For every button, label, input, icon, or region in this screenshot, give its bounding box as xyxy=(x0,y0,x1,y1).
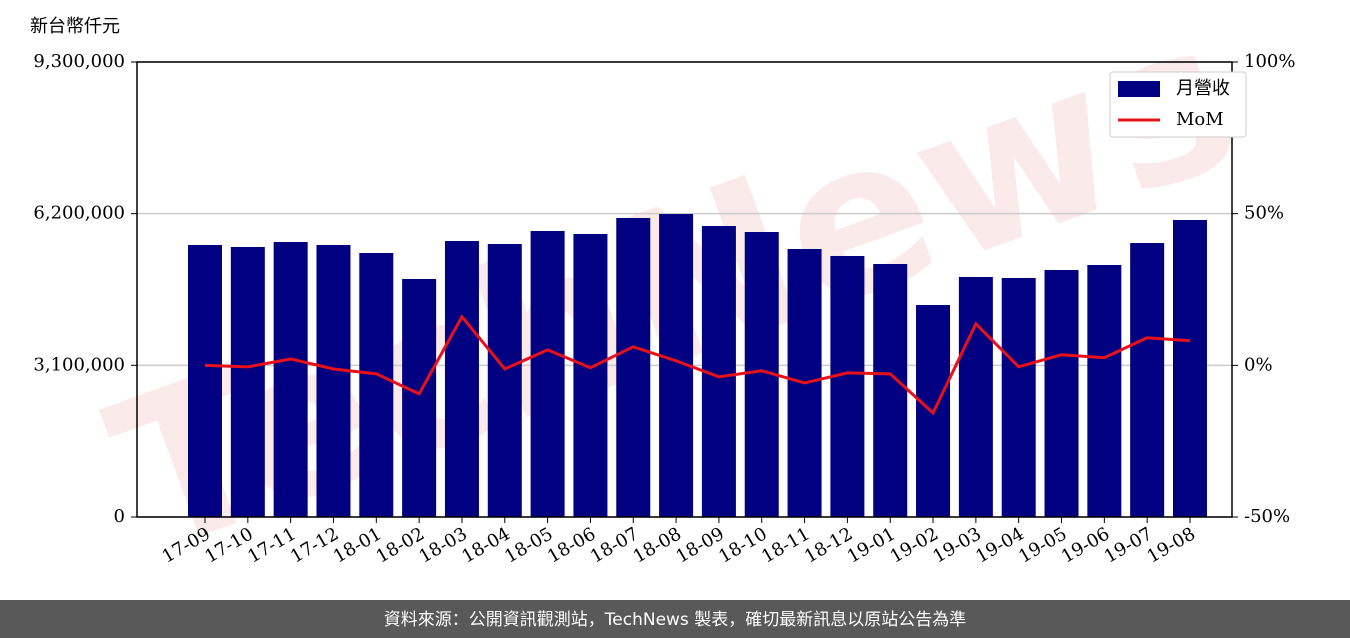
x-tick-label: 18-06 xyxy=(544,523,599,567)
bar xyxy=(1087,264,1122,517)
x-tick-label: 18-12 xyxy=(801,523,856,567)
bar xyxy=(573,233,608,517)
x-tick-label: 18-09 xyxy=(672,523,727,567)
bar xyxy=(873,264,908,517)
footer: 資料來源：公開資訊觀測站，TechNews 製表，確切最新訊息以原站公告為準 xyxy=(384,610,966,630)
bar xyxy=(958,276,993,517)
x-tick-label: 19-08 xyxy=(1144,523,1199,567)
x-tick-label: 18-08 xyxy=(630,523,685,567)
y2-tick-label: 50% xyxy=(1244,203,1284,224)
footer-bar xyxy=(0,600,1350,638)
x-tick-label: 18-11 xyxy=(758,523,813,567)
legend-label: 月營收 xyxy=(1176,78,1230,99)
y2-tick-label: -50% xyxy=(1244,506,1290,527)
plot-frame xyxy=(136,61,1233,518)
bar xyxy=(359,253,394,518)
bar xyxy=(316,244,351,517)
y2-tick-label: 100% xyxy=(1244,51,1295,72)
x-tick-label: 18-02 xyxy=(373,523,428,567)
bar xyxy=(1001,278,1036,517)
bar xyxy=(1173,219,1207,517)
x-tick-label: 18-03 xyxy=(416,523,471,567)
bar xyxy=(1044,269,1079,517)
bar xyxy=(487,244,522,517)
x-tick-label: 19-03 xyxy=(929,523,984,567)
bar xyxy=(402,278,437,517)
x-tick-label: 18-05 xyxy=(501,523,556,567)
legend-swatch xyxy=(1118,81,1160,97)
y2-tick-label: 0% xyxy=(1244,354,1273,375)
y-axis-label: 新台幣仟元 xyxy=(30,16,120,37)
y-tick-label: 0 xyxy=(114,506,125,527)
x-tick-label: 19-02 xyxy=(887,523,942,567)
legend-label: MoM xyxy=(1176,109,1224,130)
bar xyxy=(616,217,651,517)
bar xyxy=(230,246,265,517)
x-tick-label: 19-06 xyxy=(1058,523,1113,567)
bar xyxy=(1130,243,1165,518)
bar xyxy=(444,241,479,517)
bar xyxy=(188,244,222,517)
y-tick-label: 3,100,000 xyxy=(33,354,125,375)
line xyxy=(204,314,1191,416)
x-tick-label: 19-07 xyxy=(1101,523,1156,567)
x-tick-label: 19-04 xyxy=(972,523,1027,567)
x-tick-label: 18-10 xyxy=(715,523,770,567)
y-tick-label: 6,200,000 xyxy=(33,203,125,224)
x-tick-label: 18-07 xyxy=(587,523,642,567)
bar xyxy=(830,255,865,517)
bar xyxy=(273,241,308,517)
x-tick-label: 18-04 xyxy=(458,523,513,567)
bar xyxy=(530,230,565,517)
x-tick-label: 19-05 xyxy=(1015,523,1070,567)
x-tick-label: 19-01 xyxy=(844,523,899,567)
y-tick-label: 9,300,000 xyxy=(33,51,125,72)
